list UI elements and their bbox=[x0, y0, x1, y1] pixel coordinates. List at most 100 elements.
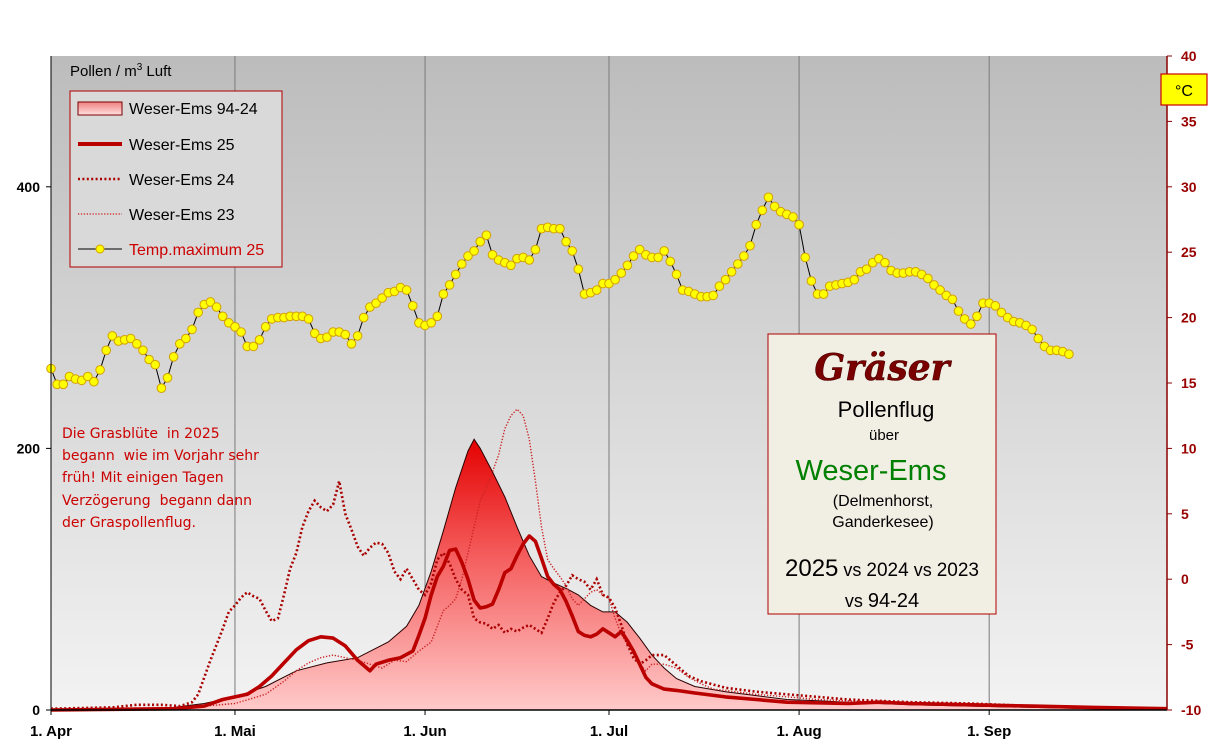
temp-marker bbox=[432, 311, 443, 322]
legend-swatch-temp-marker bbox=[95, 244, 105, 254]
y2-tick-label: -5 bbox=[1181, 637, 1194, 653]
info-detail-2: Ganderkesee) bbox=[832, 514, 933, 531]
temp-marker bbox=[469, 246, 479, 256]
temp-marker bbox=[1033, 333, 1043, 344]
temp-marker bbox=[230, 322, 240, 332]
temp-marker bbox=[555, 223, 565, 234]
temp-marker bbox=[634, 244, 645, 255]
temperature-series-layer bbox=[46, 192, 1074, 394]
info-year-2023: 2023 bbox=[937, 560, 979, 581]
temp-marker bbox=[959, 314, 970, 324]
temp-marker bbox=[187, 324, 197, 335]
temp-marker bbox=[101, 345, 111, 356]
info-line-ueber: über bbox=[869, 427, 899, 444]
temp-marker bbox=[561, 236, 571, 247]
info-region: Weser-Ems bbox=[796, 455, 947, 487]
y-axis-label-main: Pollen / m bbox=[70, 63, 137, 80]
temp-marker bbox=[107, 331, 118, 341]
y-tick-label: 200 bbox=[17, 440, 41, 456]
temp-marker bbox=[83, 371, 93, 382]
line-series-weser-ems-24 bbox=[50, 480, 1168, 710]
temp-marker bbox=[408, 301, 418, 311]
x-tick-label: 1. Apr bbox=[30, 723, 72, 740]
temp-marker bbox=[659, 246, 670, 256]
y2-tick-label: 35 bbox=[1181, 113, 1197, 129]
temp-marker bbox=[175, 339, 185, 349]
temp-marker bbox=[1064, 349, 1074, 360]
temp-marker bbox=[990, 301, 1001, 311]
temp-marker bbox=[935, 285, 945, 295]
temp-marker bbox=[475, 236, 486, 247]
temp-marker bbox=[236, 327, 246, 337]
temp-marker bbox=[463, 251, 473, 261]
temp-marker bbox=[739, 251, 749, 261]
temp-marker bbox=[763, 192, 774, 203]
temp-marker bbox=[156, 383, 167, 394]
temp-marker bbox=[788, 212, 798, 222]
temp-marker bbox=[794, 219, 804, 230]
legend-swatch-area bbox=[77, 101, 123, 116]
y-tick-label: 0 bbox=[32, 702, 40, 718]
line-series-weser-ems-25 bbox=[50, 534, 1168, 712]
temp-marker bbox=[929, 280, 939, 290]
temp-marker bbox=[322, 332, 332, 343]
info-year-2025: 2025 bbox=[785, 555, 838, 582]
info-vs-2: vs bbox=[909, 560, 937, 580]
temp-marker bbox=[714, 281, 725, 292]
temp-marker bbox=[58, 379, 69, 390]
x-tick-label: 1. Jul bbox=[590, 723, 628, 740]
temp-marker bbox=[800, 252, 811, 263]
temp-marker bbox=[377, 293, 387, 303]
temp-marker bbox=[95, 365, 105, 375]
temp-marker bbox=[610, 274, 620, 285]
temp-marker bbox=[371, 298, 381, 309]
annotation-line-1: Die Grasblüte in 2025 bbox=[62, 426, 220, 442]
temp-marker bbox=[150, 359, 160, 370]
temp-marker bbox=[996, 307, 1007, 318]
temp-marker bbox=[181, 333, 191, 344]
temp-marker bbox=[438, 289, 449, 299]
temp-marker bbox=[726, 267, 737, 277]
y2-tick-label: 10 bbox=[1181, 440, 1197, 456]
temp-marker bbox=[352, 331, 363, 341]
info-years-line: 2025 vs 2024 vs 2023 bbox=[785, 555, 979, 582]
temp-marker bbox=[524, 255, 535, 265]
temp-marker bbox=[162, 373, 173, 383]
temp-marker bbox=[144, 354, 154, 365]
annotation-line-5: der Graspollenflug. bbox=[62, 515, 196, 531]
y2-tick-label: 15 bbox=[1181, 375, 1197, 391]
annotation-text: Die Grasblüte in 2025 begann wie im Vorj… bbox=[62, 426, 259, 531]
temp-marker bbox=[530, 244, 541, 255]
annotation-line-2: begann wie im Vorjahr sehr bbox=[62, 448, 259, 464]
temp-marker bbox=[720, 274, 731, 285]
info-detail-1: (Delmenhorst, bbox=[833, 493, 933, 510]
temp-marker bbox=[303, 314, 314, 324]
temp-marker bbox=[966, 319, 976, 329]
line-series-layer bbox=[50, 408, 1168, 712]
temperature-unit-label: °C bbox=[1175, 83, 1193, 100]
temp-marker bbox=[861, 264, 872, 275]
temp-marker bbox=[457, 259, 467, 269]
y2-tick-label: 20 bbox=[1181, 310, 1197, 326]
info-vs-3: vs bbox=[845, 591, 868, 611]
temp-marker bbox=[506, 260, 516, 271]
annotation-line-4: Verzögerung begann dann bbox=[62, 493, 252, 509]
temp-marker bbox=[622, 260, 633, 271]
temp-marker bbox=[426, 318, 437, 328]
x-tick-label: 1. Jun bbox=[403, 723, 446, 740]
y-axis-label-unit: Luft bbox=[142, 63, 172, 80]
legend: Weser-Ems 94-24 Weser-Ems 25 Weser-Ems 2… bbox=[69, 90, 283, 268]
temp-marker bbox=[254, 335, 265, 345]
legend-label-area: Weser-Ems 94-24 bbox=[129, 101, 258, 118]
temp-marker bbox=[89, 376, 99, 387]
legend-label-2025: Weser-Ems 25 bbox=[129, 137, 235, 154]
temp-marker bbox=[401, 285, 412, 295]
temp-marker bbox=[653, 252, 663, 263]
info-vs-1: vs bbox=[838, 560, 866, 580]
temp-marker bbox=[757, 205, 768, 216]
y-tick-label: 400 bbox=[17, 179, 41, 195]
temp-marker bbox=[769, 201, 780, 212]
x-tick-label: 1. Sep bbox=[967, 723, 1011, 740]
temp-marker bbox=[818, 289, 829, 299]
